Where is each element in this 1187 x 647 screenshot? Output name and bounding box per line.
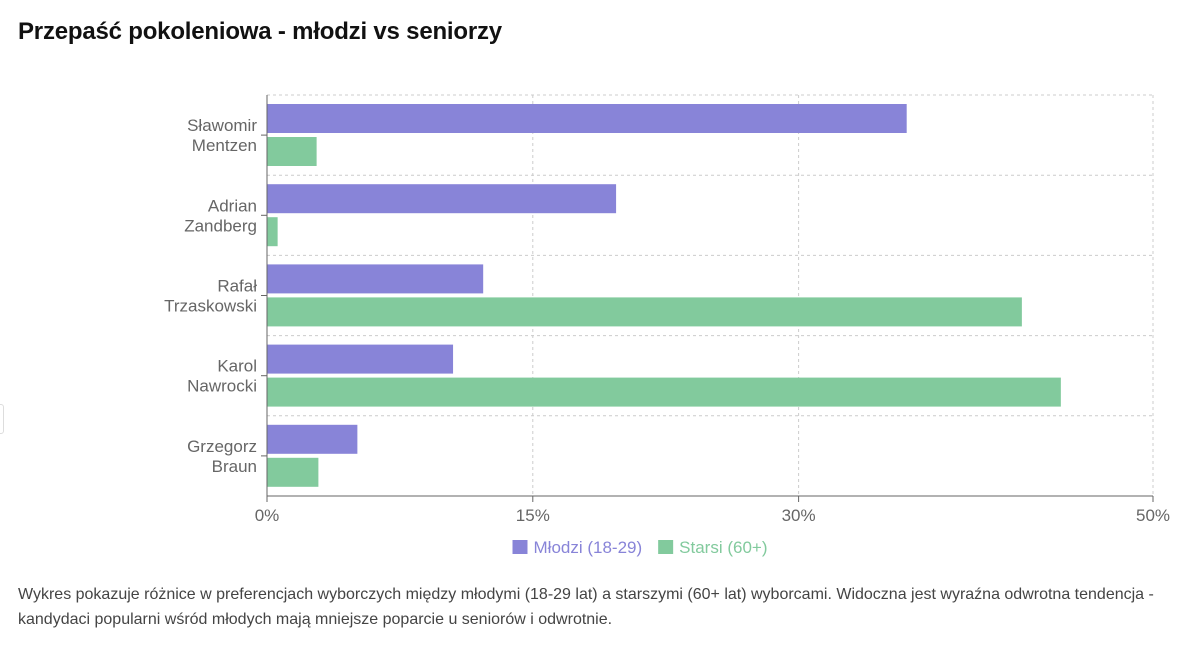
y-tick-label: Grzegorz Braun	[187, 437, 257, 476]
legend-swatch	[658, 540, 674, 554]
bars	[267, 104, 1061, 487]
y-tick-label-line: Zandberg	[184, 216, 257, 235]
y-tick-label-line: Nawrocki	[187, 377, 257, 396]
y-tick-label: Sławomir Mentzen	[187, 116, 257, 155]
x-tick-label: 0%	[255, 506, 280, 525]
x-tick-label: 50%	[1136, 506, 1170, 525]
y-tick-label-line: Grzegorz	[187, 437, 257, 456]
legend-label: Młodzi (18-29)	[534, 538, 643, 557]
x-tick-label: 30%	[782, 506, 816, 525]
legend: Młodzi (18-29) Starsi (60+)	[512, 538, 768, 557]
axes: Sławomir Mentzen Adrian Zandberg Rafał Trzask…	[164, 95, 1170, 525]
legend-swatch	[512, 540, 528, 554]
x-tick-label: 15%	[516, 506, 550, 525]
bar	[267, 424, 358, 454]
y-tick-label-line: Karol	[217, 357, 257, 376]
bar	[267, 184, 617, 214]
bar	[267, 104, 907, 133]
bar-chart: Sławomir Mentzen Adrian Zandberg Rafał Trzask…	[164, 94, 1170, 557]
grid-lines	[266, 94, 1154, 496]
bar	[267, 457, 319, 487]
chart-title: Przepaść pokoleniowa - młodzi vs seniorz…	[18, 18, 502, 45]
y-tick-label: Rafał Trzaskowski	[164, 277, 257, 316]
chart-description: Wykres pokazuje różnice w preferencjach …	[18, 586, 1154, 628]
y-tick-label-line: Mentzen	[192, 136, 257, 155]
y-tick-label-line: Sławomir	[187, 116, 257, 135]
y-tick-label: Adrian Zandberg	[184, 196, 257, 235]
y-tick-label: Karol Nawrocki	[187, 357, 257, 396]
bar	[267, 264, 484, 294]
bar	[267, 217, 278, 247]
bar	[267, 344, 454, 374]
bar	[267, 137, 317, 166]
y-tick-label-line: Trzaskowski	[164, 297, 257, 316]
y-tick-label-line: Adrian	[208, 196, 257, 215]
bar	[267, 297, 1022, 327]
bar	[267, 377, 1061, 407]
y-tick-label-line: Rafał	[217, 277, 257, 296]
y-tick-label-line: Braun	[212, 457, 257, 476]
side-handle[interactable]	[0, 404, 4, 434]
legend-label: Starsi (60+)	[679, 538, 767, 557]
